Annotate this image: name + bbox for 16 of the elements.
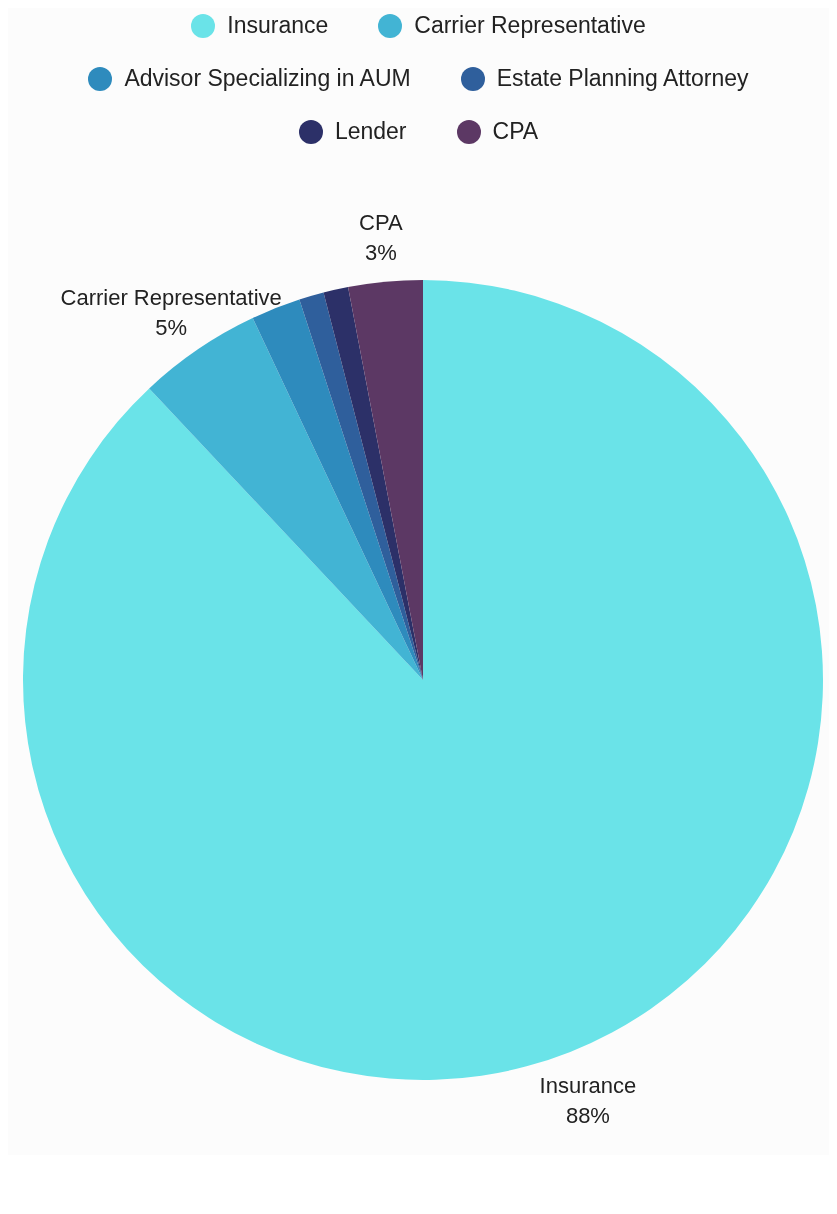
- legend-label: CPA: [492, 118, 539, 145]
- pie-slice: [149, 318, 423, 680]
- legend-label: Advisor Specializing in AUM: [124, 65, 411, 92]
- legend-label: Insurance: [227, 12, 329, 39]
- data-label: 88%: [565, 1102, 610, 1128]
- pie-slice: [323, 287, 423, 680]
- pie-slice: [23, 280, 823, 1080]
- pie-slice: [348, 280, 423, 680]
- data-label: 5%: [155, 315, 188, 341]
- legend-label: Carrier Representative: [414, 12, 646, 39]
- slice-label: Carrier Representative: [60, 285, 282, 311]
- data-label: 3%: [364, 239, 397, 265]
- slice-label: Insurance: [539, 1072, 637, 1098]
- legend-label: Estate Planning Attorney: [496, 65, 749, 92]
- legend-label: Lender: [334, 118, 407, 145]
- slice-label: CPA: [359, 209, 403, 235]
